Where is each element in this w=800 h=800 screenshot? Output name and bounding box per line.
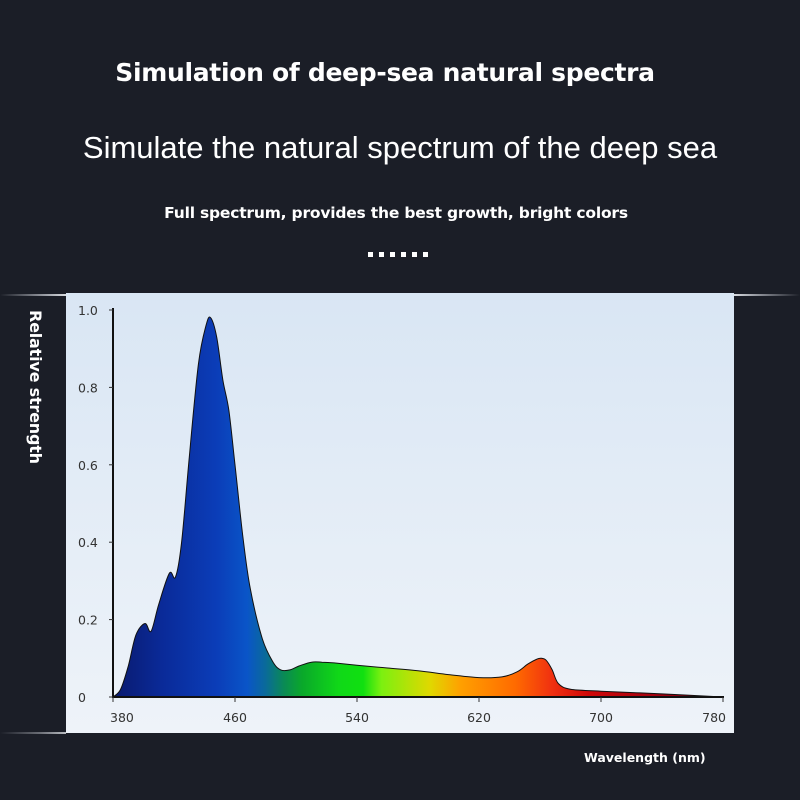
y-ticks: 0 0.2 0.4 0.6 0.8 1.0: [78, 303, 113, 705]
y-tick-label: 0.4: [78, 535, 98, 550]
x-tick-label: 380: [110, 710, 134, 725]
y-tick-label: 0.2: [78, 613, 98, 628]
ellipsis-dots: [368, 252, 428, 257]
dot: [412, 252, 417, 257]
chart-panel: 0 0.2 0.4 0.6 0.8 1.0 380 460 540 620 700 780: [66, 293, 734, 733]
x-tick-label: 460: [223, 710, 247, 725]
dot: [401, 252, 406, 257]
divider-bottom-left: [0, 732, 66, 734]
divider-left: [0, 294, 66, 296]
spectrum-chart: 0 0.2 0.4 0.6 0.8 1.0 380 460 540 620 700 780: [78, 303, 726, 725]
y-tick-label: 1.0: [78, 303, 98, 318]
x-tick-label: 620: [467, 710, 491, 725]
dot: [368, 252, 373, 257]
divider-right: [734, 294, 800, 296]
y-tick-label: 0: [78, 690, 86, 705]
spectrum-area: [111, 316, 724, 698]
tagline: Full spectrum, provides the best growth,…: [164, 204, 628, 222]
dot: [390, 252, 395, 257]
dot: [423, 252, 428, 257]
x-tick-label: 700: [589, 710, 613, 725]
y-tick-label: 0.8: [78, 380, 98, 395]
x-axis-label: Wavelength (nm): [584, 750, 706, 765]
y-axis-label: Relative strength: [26, 310, 45, 464]
dot: [379, 252, 384, 257]
x-tick-label: 540: [345, 710, 369, 725]
y-tick-label: 0.6: [78, 458, 98, 473]
x-tick-label: 780: [702, 710, 726, 725]
page-subtitle: Simulate the natural spectrum of the dee…: [82, 130, 718, 165]
page-title: Simulation of deep-sea natural spectra: [115, 58, 655, 87]
x-ticks: 380 460 540 620 700 780: [110, 697, 726, 725]
